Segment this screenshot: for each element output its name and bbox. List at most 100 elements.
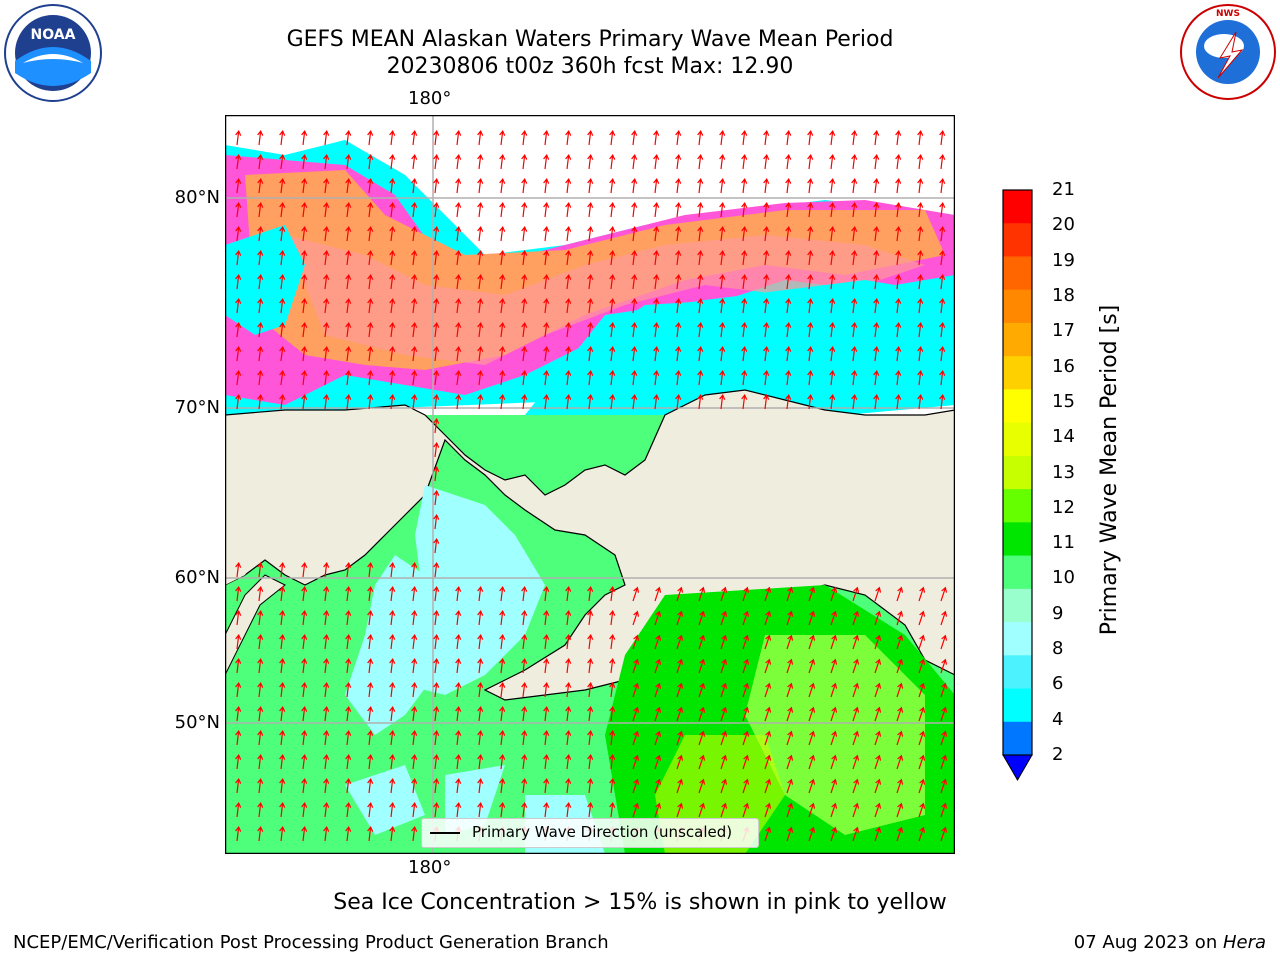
wave-direction-arrow [719,225,726,242]
wave-direction-arrow [676,682,684,698]
wave-direction-arrow [345,345,352,362]
wave-direction-arrow [345,705,352,722]
wave-direction-arrow [235,825,242,842]
wave-direction-arrow [808,658,816,674]
wave-direction-arrow [741,273,748,290]
wave-direction-arrow [939,345,946,362]
wave-direction-arrow [587,321,594,338]
wave-direction-arrow [940,754,948,770]
wave-direction-arrow [433,225,440,242]
colorbar-tick-label: 4 [1052,708,1064,730]
wave-direction-arrow [874,826,882,842]
wave-direction-arrow [917,369,924,386]
wave-direction-arrow [587,585,594,602]
wave-direction-arrow [587,705,594,722]
wave-direction-arrow [631,153,638,170]
wave-direction-arrow [807,345,814,362]
wave-direction-arrow [477,609,484,626]
wave-direction-arrow [719,297,726,314]
wave-direction-arrow [411,657,418,674]
footer-date: 07 Aug 2023 on Hera [1074,932,1266,953]
wave-direction-arrow [433,417,440,434]
wave-direction-arrow [455,609,462,626]
wave-direction-arrow [235,561,242,578]
colorbar-segment [1003,655,1032,690]
wave-direction-arrow [676,610,684,626]
colorbar-tick-label: 21 [1052,179,1075,200]
wave-direction-arrow [433,465,440,482]
wave-direction-arrow [808,802,816,818]
wave-direction-arrow [587,801,594,818]
wave-direction-arrow [521,681,528,698]
wave-direction-arrow [940,706,948,722]
wave-direction-arrow [587,345,594,362]
wave-direction-arrow [632,706,640,722]
wave-direction-arrow [609,393,616,410]
wave-direction-arrow [433,177,440,194]
wave-direction-arrow [345,321,352,338]
wave-direction-arrow [697,273,704,290]
wave-direction-arrow [939,201,946,218]
wave-direction-arrow [499,777,506,794]
wave-direction-arrow [279,201,286,218]
wave-direction-arrow [543,585,550,602]
wave-direction-arrow [301,681,308,698]
svg-text:NWS: NWS [1216,9,1240,19]
wave-direction-arrow [785,321,792,338]
wave-direction-arrow [323,825,330,842]
wave-direction-arrow [389,825,396,842]
wave-direction-arrow [411,561,418,578]
wave-direction-arrow [433,561,440,578]
wave-direction-arrow [257,609,264,626]
wave-direction-arrow [939,273,946,290]
wave-direction-arrow [499,393,506,410]
wave-direction-arrow [917,153,924,170]
wave-direction-arrow [785,249,792,266]
wave-direction-arrow [301,657,308,674]
wave-direction-arrow [676,634,684,650]
wave-direction-arrow [323,177,330,194]
lat-label-80: 80°N [174,187,220,208]
wave-direction-arrow [389,753,396,770]
wave-direction-arrow [235,177,242,194]
wave-direction-arrow [477,201,484,218]
wave-direction-arrow [742,706,750,722]
wave-direction-arrow [499,369,506,386]
wave-direction-arrow [411,345,418,362]
wave-direction-arrow [323,297,330,314]
wave-direction-arrow [323,681,330,698]
wave-direction-arrow [763,369,770,386]
footer-credit: NCEP/EMC/Verification Post Processing Pr… [13,932,609,953]
wave-direction-arrow [301,225,308,242]
wave-direction-arrow [720,730,728,746]
wave-direction-arrow [764,826,772,842]
wave-direction-arrow [543,129,550,146]
wave-direction-arrow [499,321,506,338]
colorbar-extend-triangle [1002,754,1033,781]
wave-direction-arrow [874,634,882,650]
wave-direction-arrow [477,369,484,386]
wave-direction-arrow [565,321,572,338]
wave-direction-arrow [301,129,308,146]
wave-direction-arrow [609,345,616,362]
wave-direction-arrow [763,249,770,266]
wave-direction-arrow [257,249,264,266]
wave-direction-arrow [389,369,396,386]
colorbar-tick-label: 18 [1052,284,1075,306]
wave-direction-arrow [367,177,374,194]
colorbar-tick-label: 11 [1052,532,1075,554]
wave-direction-arrow [676,658,684,674]
wave-direction-arrow [543,777,550,794]
wave-direction-arrow [455,777,462,794]
wave-direction-arrow [632,682,640,698]
wave-direction-arrow [257,825,264,842]
wave-direction-arrow [698,778,706,794]
wave-direction-arrow [587,201,594,218]
wave-direction-arrow [785,201,792,218]
wave-direction-arrow [433,777,440,794]
wave-direction-arrow [565,801,572,818]
wave-direction-arrow [345,225,352,242]
wave-direction-arrow [499,129,506,146]
wave-direction-arrow [873,369,880,386]
noaa-logo: NOAA [3,3,103,103]
